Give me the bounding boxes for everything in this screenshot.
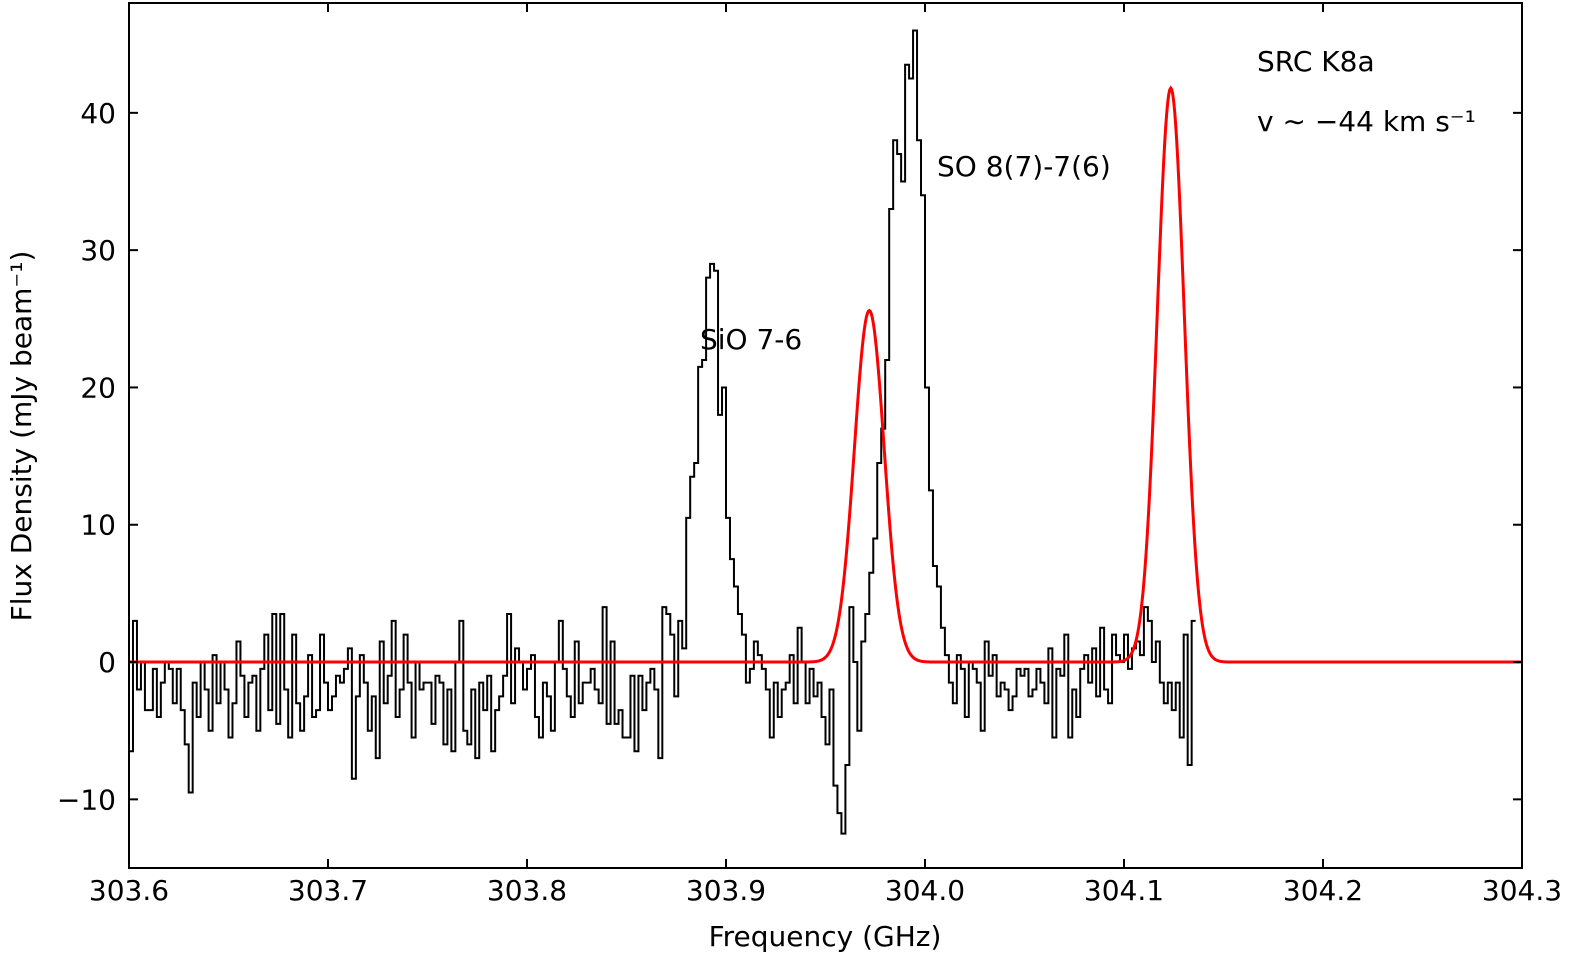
axis-ticks xyxy=(128,3,1523,868)
y-tick-label: 0 xyxy=(98,646,116,679)
x-tick-label: 304.1 xyxy=(1084,874,1164,907)
y-tick-label: 20 xyxy=(80,371,116,404)
annotation-velocity: v ∼ −44 km s⁻¹ xyxy=(1257,105,1476,138)
annotation-sio: SiO 7-6 xyxy=(700,323,802,356)
y-tick-label: 30 xyxy=(80,234,116,267)
x-tick-label: 304.2 xyxy=(1283,874,1363,907)
y-tick-label: 40 xyxy=(80,97,116,130)
y-axis-title: Flux Density (mJy beam⁻¹) xyxy=(5,251,38,622)
annotation-source: SRC K8a xyxy=(1257,45,1375,78)
x-tick-label: 303.6 xyxy=(89,874,169,907)
x-tick-label: 303.8 xyxy=(487,874,567,907)
x-tick-label: 304.3 xyxy=(1482,874,1562,907)
gaussian-fit-line xyxy=(129,85,1522,664)
y-tick-label: −10 xyxy=(57,783,116,816)
plot-frame xyxy=(128,2,1523,869)
y-tick-label: 10 xyxy=(80,509,116,542)
x-axis-title: Frequency (GHz) xyxy=(709,920,942,953)
annotation-so: SO 8(7)-7(6) xyxy=(937,150,1111,183)
spectrum-step-line xyxy=(129,29,1196,835)
x-tick-label: 303.7 xyxy=(288,874,368,907)
plot-content xyxy=(129,29,1522,835)
x-tick-label: 303.9 xyxy=(686,874,766,907)
tick-labels: 303.6 303.7 303.8 303.9 304.0 304.1 304.2 304.3… xyxy=(57,97,1562,907)
x-tick-label: 304.0 xyxy=(885,874,965,907)
